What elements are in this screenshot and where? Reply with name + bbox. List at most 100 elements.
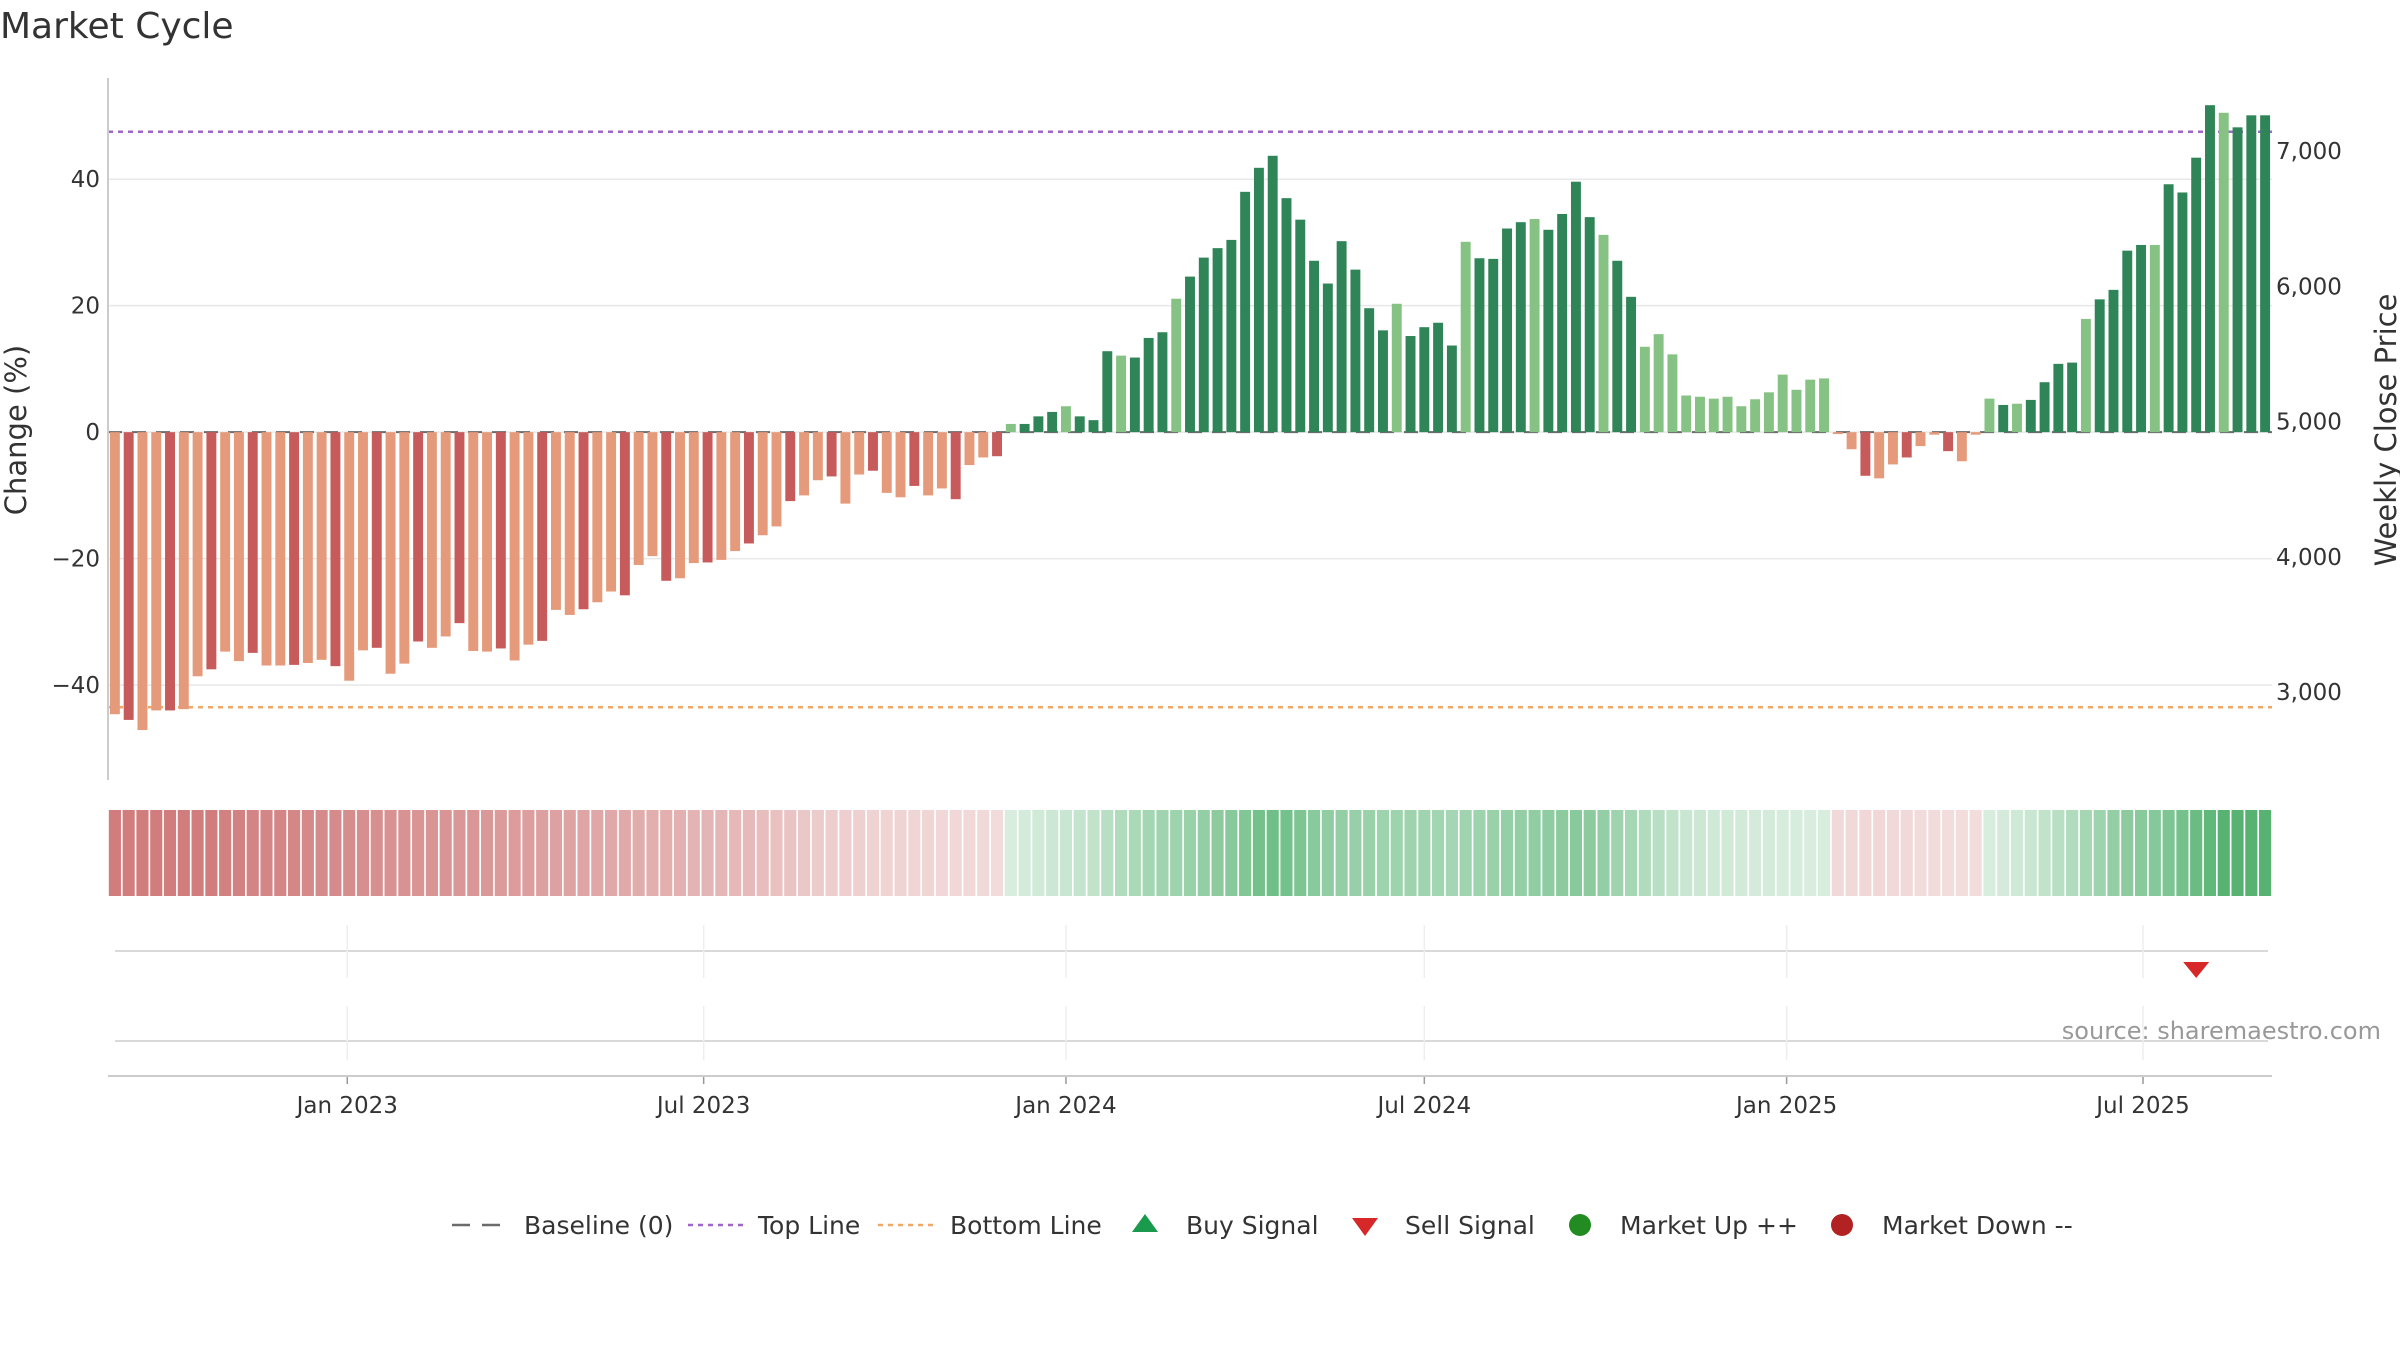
bar (716, 432, 727, 560)
x-tick-label: Jul 2024 (1376, 1093, 1472, 1119)
strength-cell (136, 810, 149, 896)
bar (1212, 248, 1223, 433)
bar (647, 432, 658, 557)
strength-cell (577, 810, 590, 896)
bar (799, 432, 810, 496)
strength-cell (288, 810, 301, 896)
bar (2260, 115, 2271, 433)
bar (633, 432, 644, 565)
bar (2122, 250, 2133, 433)
strength-cell (1252, 810, 1265, 896)
strength-cell (2121, 810, 2134, 896)
bar (2080, 318, 2091, 433)
source-label: source: sharemaestro.com (2062, 1017, 2381, 1045)
strength-cell (673, 810, 687, 896)
bar (261, 432, 272, 666)
bar (289, 432, 300, 665)
legend-market-down-label: Market Down -- (1882, 1211, 2073, 1240)
bar (1846, 432, 1857, 450)
strength-cell (660, 810, 673, 896)
bar (1929, 432, 1940, 435)
strength-cell (618, 810, 631, 896)
bar (178, 432, 189, 710)
y-tick-label: −20 (51, 547, 100, 573)
strength-cell (536, 810, 549, 896)
bar (936, 432, 947, 489)
strength-cell (1487, 810, 1500, 896)
x-tick-label: Jul 2025 (2094, 1093, 2190, 1119)
strength-cell (756, 810, 769, 896)
strength-cell (963, 810, 976, 896)
bar (1970, 432, 1981, 435)
bar (564, 432, 575, 615)
y-axis: 40 20 0 −20 −40 (51, 78, 109, 780)
strength-cell (301, 810, 314, 896)
strength-cell (108, 810, 121, 896)
strength-cell (1142, 810, 1155, 896)
x-tick-label: Jan 2023 (295, 1093, 398, 1119)
strength-cell (2259, 810, 2272, 896)
strength-cell (1500, 810, 1514, 896)
strength-cell (398, 810, 411, 896)
strength-cell (646, 810, 659, 896)
bar (785, 432, 796, 502)
bar (950, 432, 961, 500)
bar (233, 432, 244, 662)
x-axis: Jan 2023 Jul 2023 Jan 2024 Jul 2024 Jan 2025… (108, 1075, 2272, 1119)
bar (468, 432, 479, 651)
bar (1750, 399, 1761, 433)
bar (578, 432, 589, 610)
bar (881, 432, 892, 493)
strength-cell (343, 810, 356, 896)
bar (1047, 411, 1058, 433)
bar (109, 432, 120, 715)
strength-cell (1735, 810, 1748, 896)
bar (1198, 257, 1209, 433)
bar (868, 432, 878, 471)
bar (1557, 213, 1568, 433)
y-tick-label: 0 (85, 420, 100, 446)
bar (854, 432, 865, 475)
strength-cell (1817, 810, 1831, 896)
strength-cell (522, 810, 535, 896)
bar (2012, 403, 2022, 433)
bar (399, 432, 410, 664)
chart-title: Market Cycle (0, 6, 234, 47)
bar (2136, 244, 2147, 433)
bar (2053, 363, 2064, 433)
bar (1667, 354, 1678, 433)
bar (1446, 345, 1457, 433)
strength-cell (632, 810, 645, 896)
bar (688, 432, 699, 564)
bar (1129, 357, 1140, 433)
strength-cell (2134, 810, 2148, 896)
bar (1612, 260, 1623, 433)
bar (1584, 217, 1595, 433)
bar (192, 432, 203, 677)
strength-cell (1997, 810, 2010, 896)
strength-cell (1239, 810, 1252, 896)
signal-panel (115, 925, 2268, 978)
bar (413, 432, 424, 642)
bar (2232, 127, 2243, 433)
strength-cell (866, 810, 880, 896)
strength-cell (356, 810, 370, 896)
strength-cell (715, 810, 728, 896)
strength-cell (1749, 810, 1762, 896)
bar (1653, 334, 1664, 433)
strength-cell (770, 810, 783, 896)
strength-cell (1569, 810, 1583, 896)
y2-axis: 7,000 6,000 5,000 4,000 3,000 (2276, 139, 2342, 706)
legend: Baseline (0) Top Line Bottom Line Buy Signa… (452, 1211, 2073, 1240)
strength-cell (1280, 810, 1293, 896)
strength-cell (687, 810, 700, 896)
bar (1253, 167, 1264, 433)
bar (1033, 416, 1044, 433)
strength-cell (908, 810, 921, 896)
bar (1529, 219, 1540, 433)
legend-buy-signal-label: Buy Signal (1186, 1211, 1319, 1240)
strength-cell (1183, 810, 1197, 896)
bar (165, 432, 175, 711)
strength-cell (2203, 810, 2217, 896)
bar (1060, 406, 1071, 433)
